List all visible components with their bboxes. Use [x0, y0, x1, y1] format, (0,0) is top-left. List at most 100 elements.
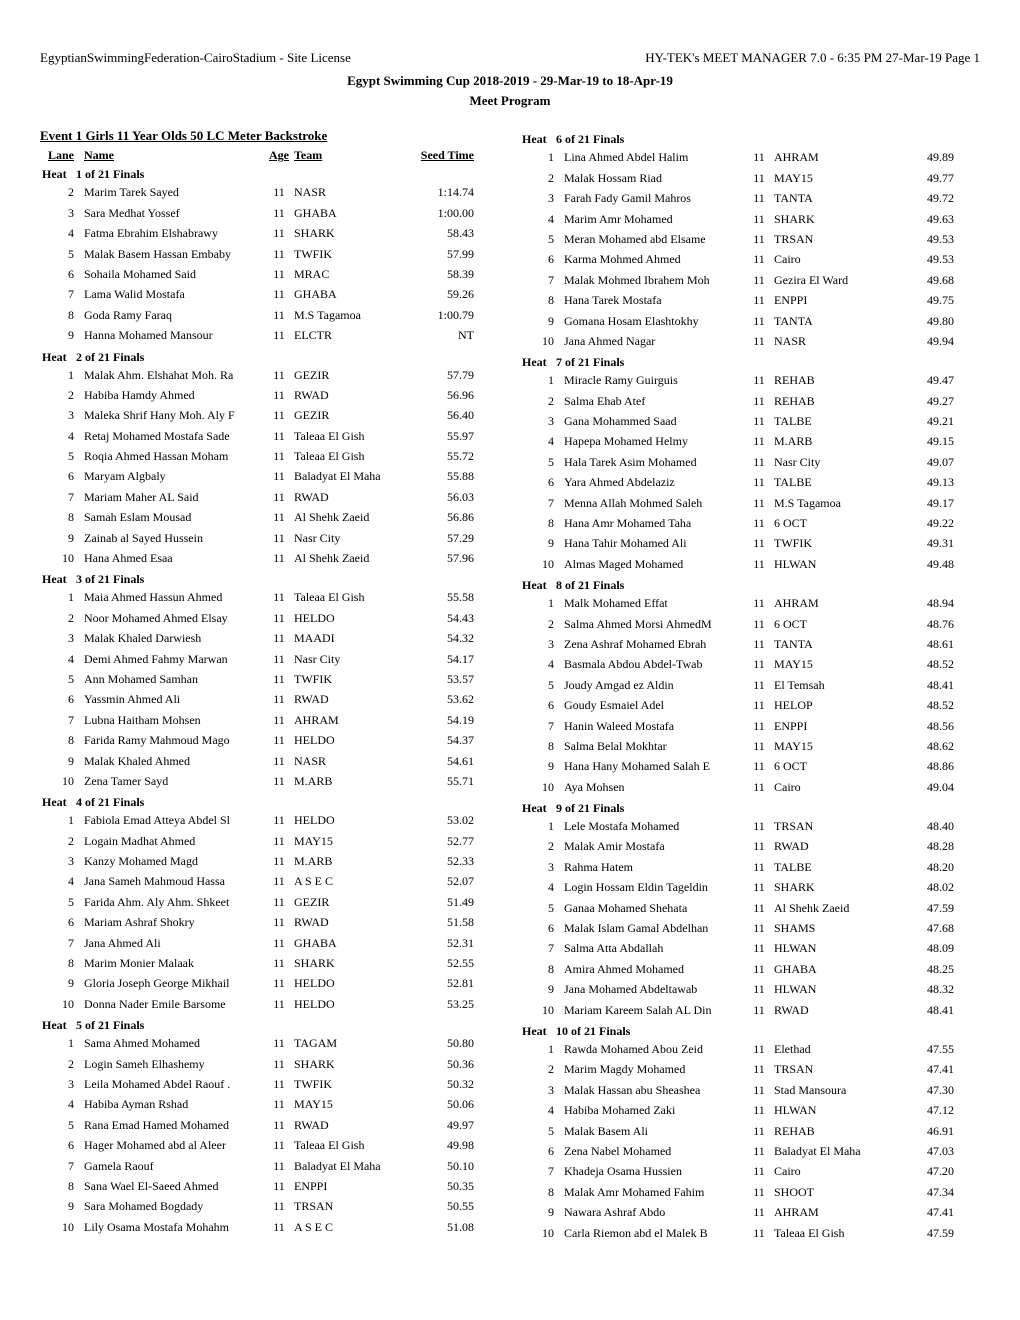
cell-lane: 6	[520, 918, 564, 938]
cell-time: 58.43	[414, 223, 474, 243]
cell-team: Gezira El Ward	[774, 270, 894, 290]
cell-time: 54.32	[414, 628, 474, 648]
cell-age: 11	[264, 1074, 294, 1094]
cell-time: 49.68	[894, 270, 954, 290]
table-row: 4Habiba Mohamed Zaki11HLWAN47.12	[520, 1100, 980, 1120]
page: EgyptianSwimmingFederation-CairoStadium …	[0, 0, 1020, 1320]
cell-age: 11	[264, 912, 294, 932]
cell-lane: 5	[520, 898, 564, 918]
cell-team: ELCTR	[294, 325, 414, 345]
cell-age: 11	[744, 1223, 774, 1243]
cell-age: 11	[744, 229, 774, 249]
table-row: 10Almas Maged Mohamed11HLWAN49.48	[520, 554, 980, 574]
cell-lane: 5	[40, 446, 84, 466]
cell-time: 52.33	[414, 851, 474, 871]
cell-name: Maia Ahmed Hassun Ahmed	[84, 587, 264, 607]
table-row: 2Marim Tarek Sayed11NASR1:14.74	[40, 182, 500, 202]
cell-lane: 8	[520, 290, 564, 310]
table-row: 9Sara Mohamed Bogdady11TRSAN50.55	[40, 1196, 500, 1216]
cell-team: HELDO	[294, 608, 414, 628]
cell-age: 11	[744, 695, 774, 715]
cell-time: 47.30	[894, 1080, 954, 1100]
cell-age: 11	[264, 385, 294, 405]
cell-team: RWAD	[294, 487, 414, 507]
cell-name: Marim Amr Mohamed	[564, 209, 744, 229]
cell-name: Maleka Shrif Hany Moh. Aly F	[84, 405, 264, 425]
cell-team: MAY15	[294, 831, 414, 851]
table-row: 6Hager Mohamed abd al Aleer11Taleaa El G…	[40, 1135, 500, 1155]
cell-team: Taleaa El Gish	[294, 587, 414, 607]
cell-age: 11	[264, 466, 294, 486]
cell-team: SHARK	[294, 223, 414, 243]
cell-age: 11	[744, 1000, 774, 1020]
cell-name: Salma Ehab Atef	[564, 391, 744, 411]
cell-age: 11	[264, 994, 294, 1014]
cell-lane: 8	[40, 1176, 84, 1196]
cell-team: HELOP	[774, 695, 894, 715]
cell-age: 11	[264, 871, 294, 891]
table-row: 6Goudy Esmaiel Adel11HELOP48.52	[520, 695, 980, 715]
table-row: 7Lubna Haitham Mohsen11AHRAM54.19	[40, 710, 500, 730]
cell-lane: 9	[40, 751, 84, 771]
cell-lane: 10	[40, 771, 84, 791]
cell-name: Leila Mohamed Abdel Raouf .	[84, 1074, 264, 1094]
cell-name: Mariam Kareem Salah AL Din	[564, 1000, 744, 1020]
cell-age: 11	[744, 1039, 774, 1059]
cell-lane: 3	[520, 857, 564, 877]
cell-team: SHARK	[294, 1054, 414, 1074]
table-row: 2Habiba Hamdy Ahmed11RWAD56.96	[40, 385, 500, 405]
cell-age: 11	[264, 587, 294, 607]
cell-team: Cairo	[774, 249, 894, 269]
cell-name: Salma Ahmed Morsi AhmedM	[564, 614, 744, 634]
cell-lane: 5	[520, 452, 564, 472]
heat-header: Heat4 of 21 Finals	[40, 795, 500, 810]
cell-name: Aya Mohsen	[564, 777, 744, 797]
cell-lane: 10	[520, 777, 564, 797]
table-row: 3Rahma Hatem11TALBE48.20	[520, 857, 980, 877]
header-right: HY-TEK's MEET MANAGER 7.0 - 6:35 PM 27-M…	[645, 50, 980, 66]
table-row: 5Hala Tarek Asim Mohamed11Nasr City49.07	[520, 452, 980, 472]
cell-age: 11	[744, 938, 774, 958]
cell-lane: 4	[40, 223, 84, 243]
center-header: Egypt Swimming Cup 2018-2019 - 29-Mar-19…	[40, 72, 980, 110]
cell-lane: 3	[40, 628, 84, 648]
cell-age: 11	[264, 203, 294, 223]
cell-team: Cairo	[774, 1161, 894, 1181]
cell-age: 11	[744, 452, 774, 472]
table-row: 6Maryam Algbaly11Baladyat El Maha55.88	[40, 466, 500, 486]
cell-name: Maryam Algbaly	[84, 466, 264, 486]
cell-age: 11	[744, 331, 774, 351]
heat-header: Heat2 of 21 Finals	[40, 350, 500, 365]
cell-age: 11	[264, 426, 294, 446]
cell-name: Donna Nader Emile Barsome	[84, 994, 264, 1014]
cell-time: 46.91	[894, 1121, 954, 1141]
cell-age: 11	[264, 1033, 294, 1053]
cell-team: A S E C	[294, 871, 414, 891]
cell-lane: 3	[40, 405, 84, 425]
cell-team: MAY15	[774, 168, 894, 188]
table-row: 4Basmala Abdou Abdel-Twab11MAY1548.52	[520, 654, 980, 674]
cell-age: 11	[264, 548, 294, 568]
heat-title: 6 of 21 Finals	[556, 132, 624, 147]
table-row: 1Malak Ahm. Elshahat Moh. Ra11GEZIR57.79	[40, 365, 500, 385]
cell-name: Miracle Ramy Guirguis	[564, 370, 744, 390]
cell-time: 50.80	[414, 1033, 474, 1053]
cell-name: Demi Ahmed Fahmy Marwan	[84, 649, 264, 669]
cell-lane: 2	[40, 1054, 84, 1074]
cell-time: 1:00.79	[414, 305, 474, 325]
cell-lane: 9	[520, 1202, 564, 1222]
cell-age: 11	[264, 1135, 294, 1155]
cell-time: 55.71	[414, 771, 474, 791]
table-row: 8Sana Wael El-Saeed Ahmed11ENPPI50.35	[40, 1176, 500, 1196]
cell-name: Gana Mohammed Saad	[564, 411, 744, 431]
top-header: EgyptianSwimmingFederation-CairoStadium …	[40, 50, 980, 66]
cell-team: 6 OCT	[774, 513, 894, 533]
table-row: 10Zena Tamer Sayd11M.ARB55.71	[40, 771, 500, 791]
cell-team: Baladyat El Maha	[774, 1141, 894, 1161]
table-row: 6Yassmin Ahmed Ali11RWAD53.62	[40, 689, 500, 709]
cell-time: 48.28	[894, 836, 954, 856]
table-row: 7Salma Atta Abdallah11HLWAN48.09	[520, 938, 980, 958]
cell-time: 53.02	[414, 810, 474, 830]
table-row: 1Maia Ahmed Hassun Ahmed11Taleaa El Gish…	[40, 587, 500, 607]
cell-team: GHABA	[774, 959, 894, 979]
